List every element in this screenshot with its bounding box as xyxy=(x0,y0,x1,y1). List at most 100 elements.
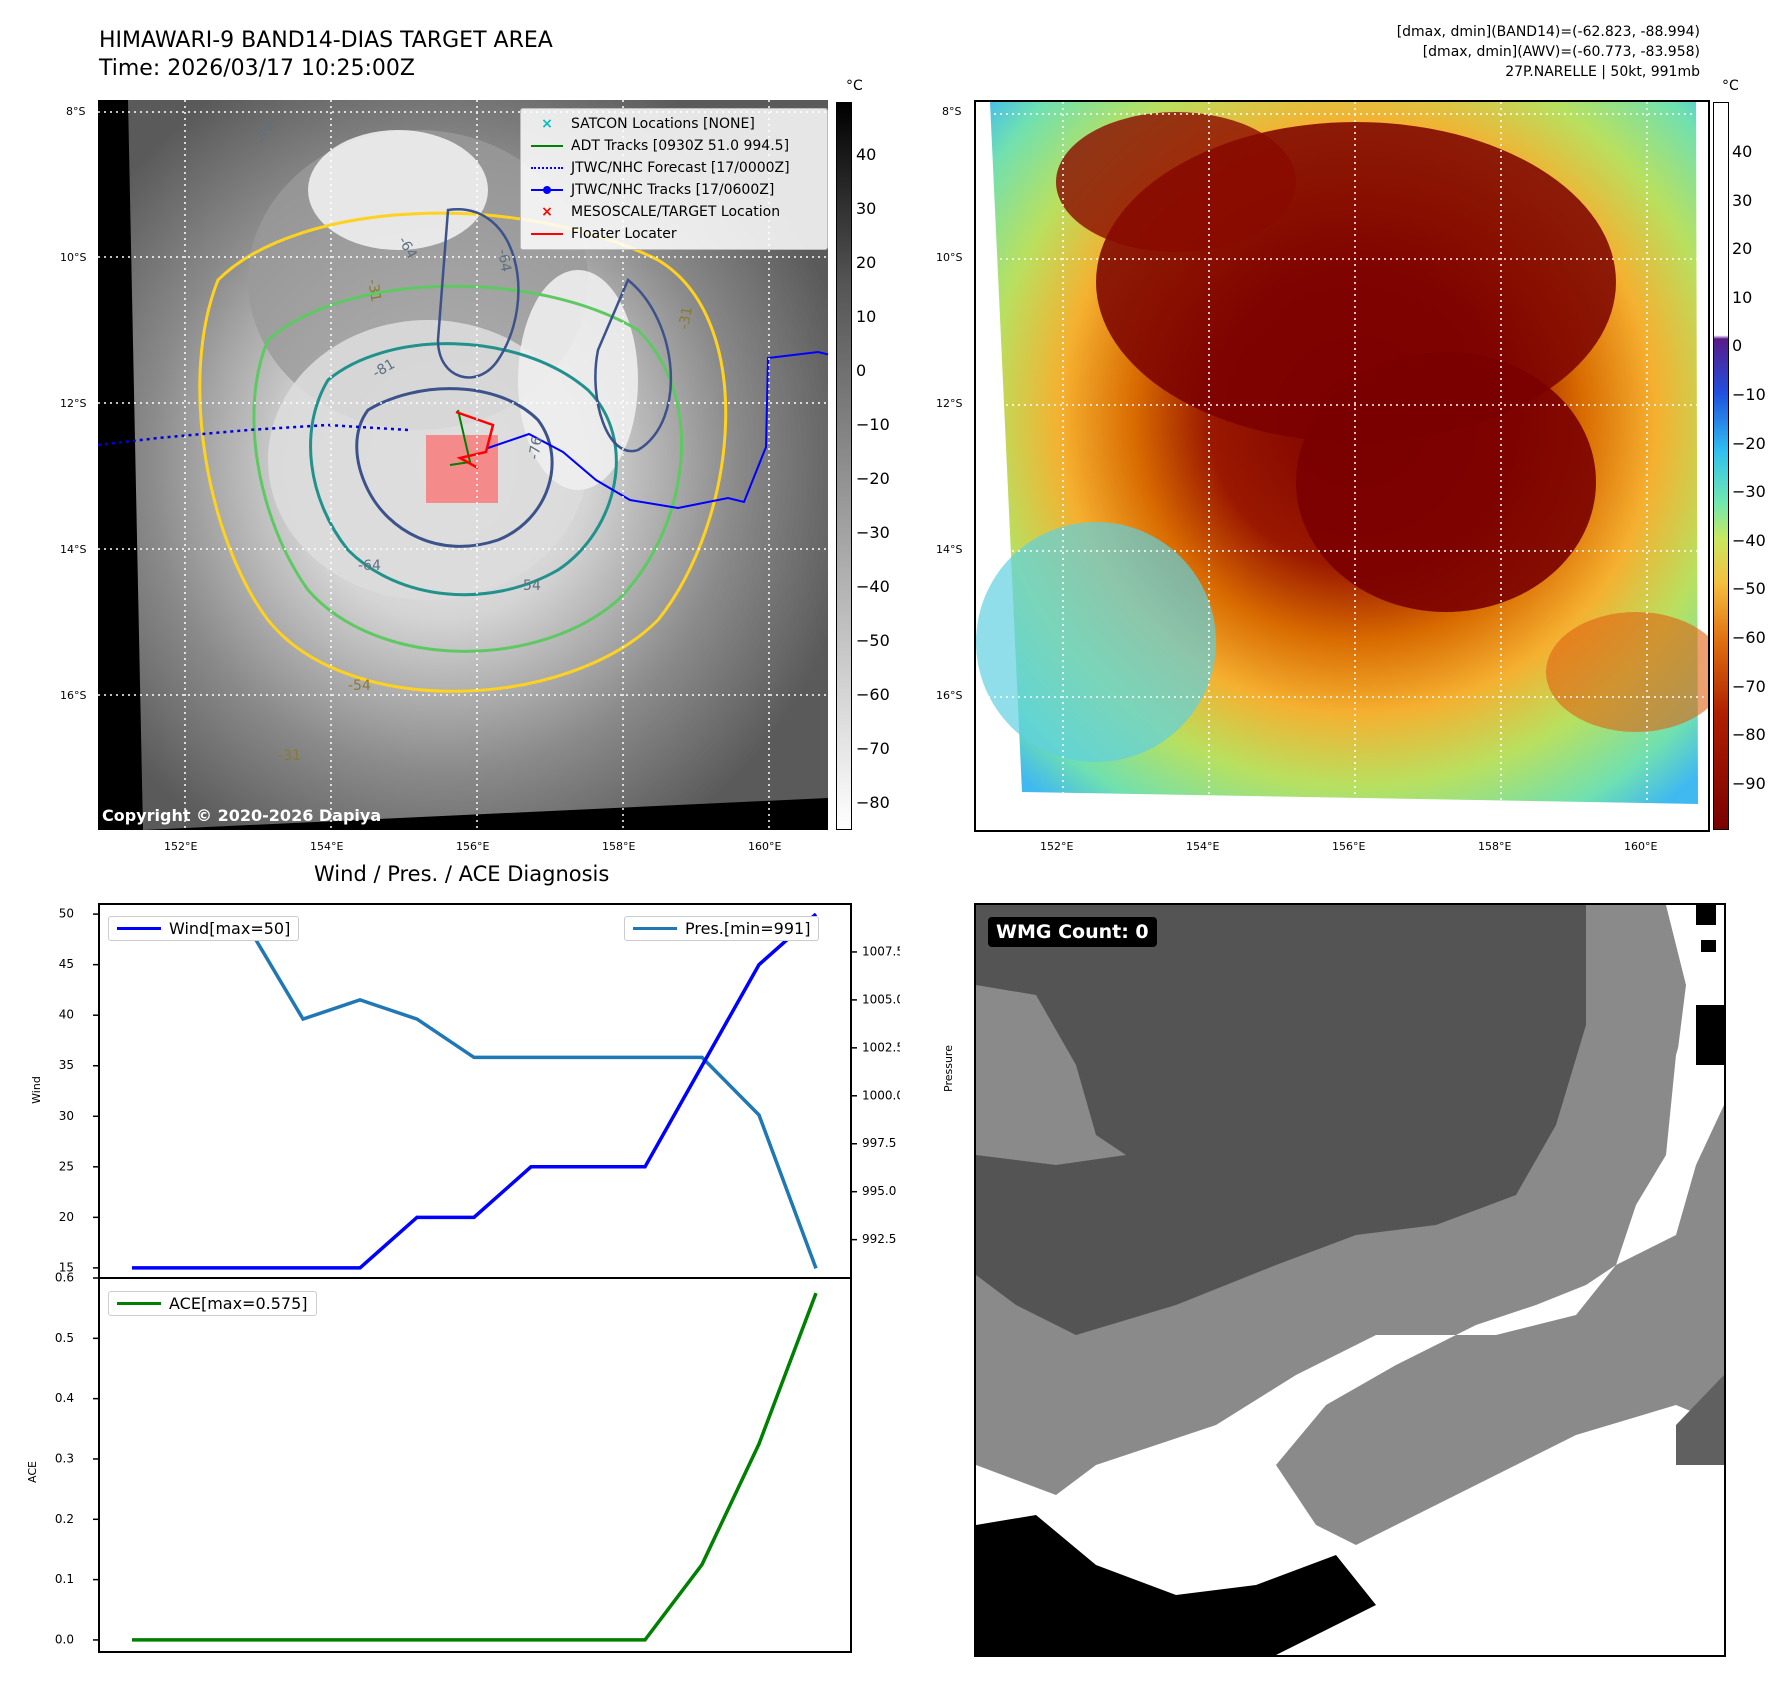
lat-label: 14°S xyxy=(936,543,963,556)
lon-label: 158°E xyxy=(602,840,636,853)
lon-label: 158°E xyxy=(1478,840,1512,853)
colorbar-left-tick: 0 xyxy=(856,361,867,380)
contour-label: -31 xyxy=(278,748,301,764)
wind-tick-label: 30 xyxy=(59,1109,74,1123)
legend-floater: Floater Locater xyxy=(571,226,677,242)
lat-label: 16°S xyxy=(936,689,963,702)
colorbar-right-tick: 40 xyxy=(1732,142,1753,161)
wind-tick-label: 20 xyxy=(59,1210,74,1224)
ace-tick-label: 0.1 xyxy=(55,1572,74,1586)
lat-label: 8°S xyxy=(66,105,86,118)
diagnosis-chart: 15 20 25 30 35 40 45 50 992.5 995.0 997.5 1000.0 10… xyxy=(26,903,900,1653)
legend-jtwc-forecast: JTWC/NHC Forecast [17/0000Z] xyxy=(571,160,790,176)
red-line-icon xyxy=(529,233,565,235)
wind-tick-label: 25 xyxy=(59,1159,74,1173)
lon-label: 160°E xyxy=(1624,840,1658,853)
colorbar-left-tick: −60 xyxy=(856,685,890,704)
colorbar-left-tick: 20 xyxy=(856,253,877,272)
lon-label: 152°E xyxy=(1040,840,1074,853)
wind-legend-label: Wind[max=50] xyxy=(169,919,291,938)
lon-label: 154°E xyxy=(1186,840,1220,853)
contour-label: -31 xyxy=(364,278,384,303)
pressure-tick-label: 992.5 xyxy=(862,1232,896,1246)
lat-label: 10°S xyxy=(936,251,963,264)
colorbar-left xyxy=(836,102,852,830)
ace-tick-label: 0.0 xyxy=(55,1632,74,1646)
colorbar-right-tick: −10 xyxy=(1732,385,1766,404)
lon-label: 152°E xyxy=(164,840,198,853)
ace-series-line xyxy=(132,1292,818,1642)
contour-label: -54 xyxy=(518,578,541,594)
cross-icon: × xyxy=(541,116,553,132)
wmg-panel: WMG Count: 0 xyxy=(974,903,1726,1657)
pressure-legend: Pres.[min=991] xyxy=(624,916,820,941)
colorbar-right-tick: −30 xyxy=(1732,482,1766,502)
stats-band14: [dmax, dmin](BAND14)=(-62.823, -88.994) xyxy=(1396,24,1700,40)
contour-label: -64 xyxy=(358,558,381,574)
track-legend: × SATCON Locations [NONE] ADT Tracks [093… xyxy=(520,108,828,250)
contour-label: -54 xyxy=(348,678,371,694)
colorbar-right-tick: −20 xyxy=(1732,433,1766,453)
contour-label: -76 xyxy=(526,435,546,460)
legend-jtwc-tracks: JTWC/NHC Tracks [17/0600Z] xyxy=(571,182,775,198)
ace-axis-label: ACE xyxy=(26,1461,39,1483)
colorbar-left-tick: 40 xyxy=(856,145,877,164)
dotted-line-icon xyxy=(529,167,565,169)
lat-label: 12°S xyxy=(60,397,87,410)
colorbar-right xyxy=(1713,102,1729,830)
lon-label: 156°E xyxy=(1332,840,1366,853)
colorbar-left-tick: −40 xyxy=(856,577,890,596)
colorbar-left-tick: 30 xyxy=(856,199,877,218)
colorbar-left-unit: °C xyxy=(846,78,863,94)
lat-label: 14°S xyxy=(60,543,87,556)
ace-tick-label: 0.3 xyxy=(55,1451,74,1465)
lon-label: 160°E xyxy=(748,840,782,853)
colorbar-right-tick: 30 xyxy=(1732,190,1753,210)
diagnosis-title: Wind / Pres. / ACE Diagnosis xyxy=(314,862,610,886)
wind-tick-label: 50 xyxy=(59,907,74,921)
colorbar-right-tick: −80 xyxy=(1732,725,1766,745)
figure-title: HIMAWARI-9 BAND14-DIAS TARGET AREA xyxy=(99,28,553,53)
colorbar-right-tick: 20 xyxy=(1732,239,1753,259)
awv-satellite-frame xyxy=(974,100,1710,832)
wmg-classification-image xyxy=(976,905,1724,1655)
lat-label: 12°S xyxy=(936,397,963,410)
steelblue-line-icon xyxy=(633,927,677,930)
wind-tick-label: 35 xyxy=(59,1058,74,1072)
wind-pressure-axes xyxy=(98,903,852,1279)
colorbar-right-tick: 10 xyxy=(1732,287,1753,307)
colorbar-left-tick: −30 xyxy=(856,523,890,542)
colorbar-left-tick: −80 xyxy=(856,793,890,812)
legend-mesoscale: MESOSCALE/TARGET Location xyxy=(571,204,781,220)
colorbar-right-tick: −90 xyxy=(1732,773,1766,793)
ace-legend: ACE[max=0.575] xyxy=(108,1291,317,1316)
wmg-count-badge: WMG Count: 0 xyxy=(988,917,1157,947)
dot-line-icon xyxy=(529,186,565,194)
ace-tick-label: 0.6 xyxy=(55,1271,74,1285)
wind-axis-label: Wind xyxy=(30,1076,43,1104)
cross-icon: × xyxy=(541,204,553,220)
wind-tick-label: 40 xyxy=(59,1008,74,1022)
pressure-tick-label: 1002.5 xyxy=(862,1040,900,1054)
wind-series-line xyxy=(132,912,818,1270)
colorbar-right-tick: −40 xyxy=(1732,530,1766,550)
ace-legend-label: ACE[max=0.575] xyxy=(169,1294,308,1313)
pressure-tick-label: 1000.0 xyxy=(862,1088,900,1102)
pressure-tick-label: 1007.5 xyxy=(862,944,900,958)
ace-tick-label: 0.2 xyxy=(55,1512,74,1526)
colorbar-right-tick: −60 xyxy=(1732,628,1766,647)
legend-satcon: SATCON Locations [NONE] xyxy=(571,116,755,132)
ace-tick-label: 0.5 xyxy=(55,1331,74,1345)
storm-info: 27P.NARELLE | 50kt, 991mb xyxy=(1505,64,1700,80)
figure-time: Time: 2026/03/17 10:25:00Z xyxy=(99,56,415,81)
lon-label: 156°E xyxy=(456,840,490,853)
wind-tick-label: 45 xyxy=(59,957,74,971)
colorbar-right-unit: °C xyxy=(1722,78,1739,94)
contour-label: -64 xyxy=(494,248,514,273)
pressure-tick-label: 997.5 xyxy=(862,1136,896,1150)
awv-satellite-image xyxy=(976,102,1708,830)
green-line-icon xyxy=(529,145,565,147)
colorbar-left-tick: −20 xyxy=(856,469,890,488)
lat-label: 10°S xyxy=(60,251,87,264)
contour-label: -31 xyxy=(676,305,696,330)
